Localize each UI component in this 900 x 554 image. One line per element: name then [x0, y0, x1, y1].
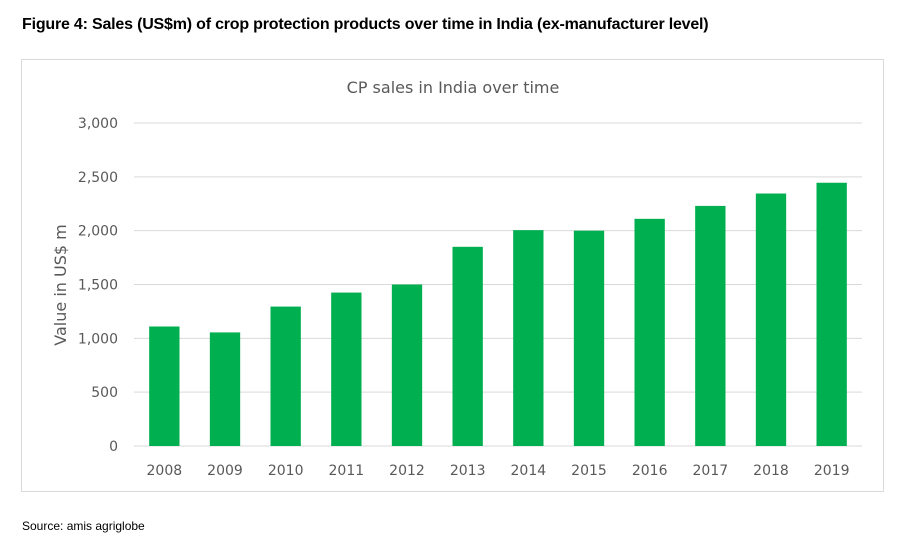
y-axis-ticks: 0 500 1,000 1,500 2,000 2,500 3,000: [78, 116, 118, 455]
bar-2015: [573, 230, 605, 446]
x-tick-label: 2019: [814, 463, 850, 479]
y-tick-label: 1,000: [78, 331, 118, 347]
bar-2010: [270, 306, 301, 446]
x-tick-label: 2016: [632, 463, 668, 479]
bar-2011: [331, 292, 362, 446]
bar-2017: [695, 205, 726, 446]
y-tick-label: 0: [109, 439, 118, 455]
x-tick-label: 2009: [207, 463, 243, 479]
bar-2012: [391, 284, 423, 446]
x-tick-label: 2013: [450, 463, 486, 479]
x-tick-label: 2015: [571, 463, 607, 479]
x-axis-ticks: 2008 2009 2010 2011 2012 2013 2014 2015 2016 2017…: [147, 463, 850, 479]
x-tick-label: 2012: [389, 463, 425, 479]
gridlines: [134, 122, 862, 447]
x-tick-label: 2010: [268, 463, 304, 479]
bar-2013: [452, 246, 483, 446]
x-tick-label: 2017: [693, 463, 729, 479]
bar-2018: [755, 193, 787, 446]
bar-2008: [149, 326, 180, 446]
y-tick-label: 500: [91, 385, 118, 401]
bar-2009: [209, 332, 241, 446]
y-tick-label: 3,000: [78, 116, 118, 132]
bars: [149, 182, 847, 446]
x-tick-label: 2011: [329, 463, 365, 479]
source-note: Source: amis agriglobe: [22, 519, 145, 533]
bar-2016: [634, 218, 665, 446]
y-tick-label: 2,000: [78, 224, 118, 240]
x-tick-label: 2018: [753, 463, 789, 479]
chart-title: CP sales in India over time: [347, 78, 560, 97]
y-tick-label: 1,500: [78, 278, 118, 294]
y-axis-label: Value in US$ m: [51, 224, 70, 345]
y-tick-label: 2,500: [78, 170, 118, 186]
bar-2019: [816, 182, 847, 446]
bar-2014: [513, 230, 544, 446]
x-tick-label: 2008: [147, 463, 183, 479]
x-tick-label: 2014: [511, 463, 547, 479]
figure-caption: Figure 4: Sales (US$m) of crop protectio…: [22, 16, 709, 33]
